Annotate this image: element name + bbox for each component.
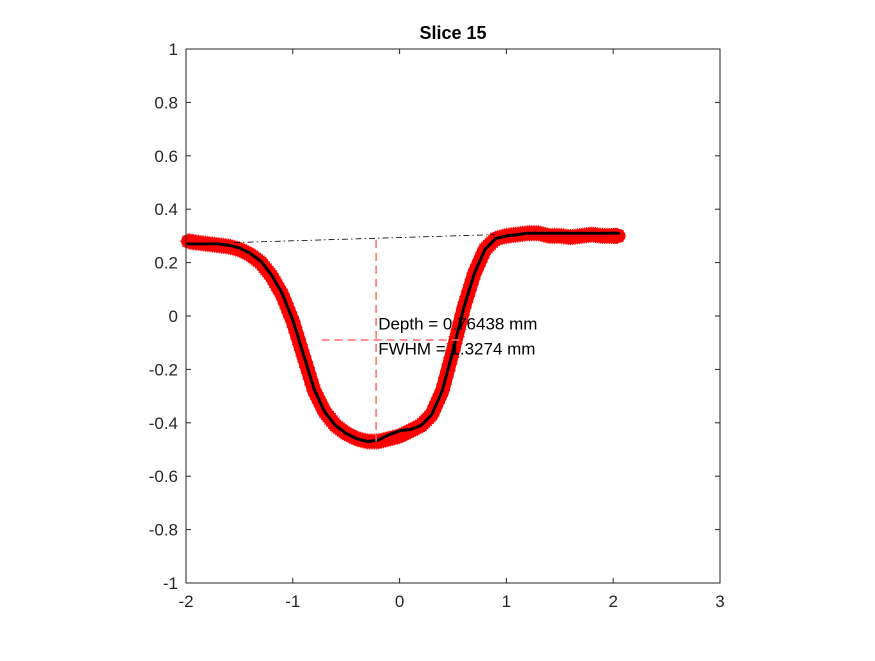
chart-title: Slice 15 — [419, 23, 486, 43]
y-tick-label: 1 — [169, 40, 178, 59]
tick-layer: -2 -1 0 1 2 3-1-0.8-0.6-0.4-0.200.20.40.60.81 — [149, 40, 725, 611]
annotation-label: Depth = 0.76438 mm — [378, 314, 537, 333]
y-tick-label: 0.6 — [154, 147, 178, 166]
data-point — [609, 227, 626, 244]
y-tick-label: 0.4 — [154, 200, 178, 219]
fit-line — [186, 231, 620, 443]
x-tick-label: 1 — [502, 592, 511, 611]
baseline-line — [234, 234, 496, 243]
y-tick-label: 0.8 — [154, 93, 178, 112]
series-layer — [180, 225, 626, 450]
x-tick-label: 3 — [715, 592, 724, 611]
y-tick-label: -0.6 — [149, 467, 178, 486]
series-2 — [234, 234, 496, 243]
y-tick-label: -0.4 — [149, 414, 178, 433]
y-tick-label: 0.2 — [154, 254, 178, 273]
annotation-label: FWHM = 1.3274 mm — [378, 340, 535, 359]
x-tick-label: -2 — [178, 592, 193, 611]
annotation-layer: Depth = 0.76438 mm FWHM = 1.3274 mm — [378, 314, 537, 358]
x-tick-label: 0 — [395, 592, 404, 611]
plot-area — [186, 49, 720, 583]
y-tick-label: -0.8 — [149, 521, 178, 540]
y-tick-label: 0 — [169, 307, 178, 326]
y-tick-label: -0.2 — [149, 360, 178, 379]
y-tick-label: -1 — [163, 574, 178, 593]
x-tick-label: -1 — [285, 592, 300, 611]
series-1 — [186, 231, 620, 443]
x-tick-label: 2 — [608, 592, 617, 611]
